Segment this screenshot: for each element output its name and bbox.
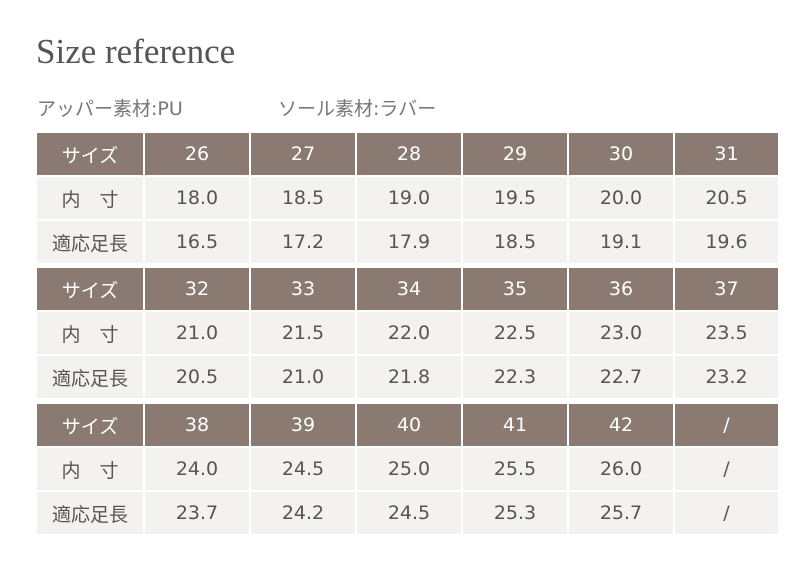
table-cell: 内 寸 [37, 177, 143, 219]
table-cell: 18.5 [251, 177, 355, 219]
header-cell: 30 [569, 133, 673, 175]
table-cell: 内 寸 [37, 448, 143, 490]
table-cell: 17.2 [251, 221, 355, 263]
header-cell: サイズ [37, 404, 143, 446]
table-cell: 24.5 [251, 448, 355, 490]
header-cell: 36 [569, 268, 673, 310]
header-cell: 33 [251, 268, 355, 310]
table-cell: 23.7 [145, 492, 249, 534]
table-cell: 22.3 [463, 356, 567, 398]
table-cell: 25.0 [357, 448, 461, 490]
table-cell: 適応足長 [37, 221, 143, 263]
table-cell: 19.1 [569, 221, 673, 263]
table-cell: 21.8 [357, 356, 461, 398]
header-cell: 27 [251, 133, 355, 175]
table-cell: 23.2 [675, 356, 778, 398]
table-cell: 21.0 [145, 312, 249, 354]
table-cell: 26.0 [569, 448, 673, 490]
table-cell: 17.9 [357, 221, 461, 263]
material: ソール素材:ラバー [278, 98, 437, 120]
table-cell: 25.7 [569, 492, 673, 534]
table-cell: 19.0 [357, 177, 461, 219]
header-cell: / [675, 404, 778, 446]
header-cell: 39 [251, 404, 355, 446]
header-cell: 41 [463, 404, 567, 446]
table-cell: 21.0 [251, 356, 355, 398]
table-cell: 20.0 [569, 177, 673, 219]
title: Size reference [36, 32, 236, 71]
table-cell: 22.5 [463, 312, 567, 354]
table-cell: 22.0 [357, 312, 461, 354]
table-cell: 19.5 [463, 177, 567, 219]
table-cell: 22.7 [569, 356, 673, 398]
table-cell: 24.2 [251, 492, 355, 534]
table-cell: 適応足長 [37, 356, 143, 398]
table-cell: 25.3 [463, 492, 567, 534]
table-cell: 19.6 [675, 221, 778, 263]
header-cell: 32 [145, 268, 249, 310]
table-cell: 23.5 [675, 312, 778, 354]
table-cell: 16.5 [145, 221, 249, 263]
table-cell: 24.5 [357, 492, 461, 534]
table-cell: 内 寸 [37, 312, 143, 354]
table-cell: 21.5 [251, 312, 355, 354]
material: アッパー素材:PU [37, 98, 183, 120]
header-cell: 28 [357, 133, 461, 175]
table-cell: 20.5 [145, 356, 249, 398]
table-cell: 24.0 [145, 448, 249, 490]
header-cell: 38 [145, 404, 249, 446]
header-cell: 37 [675, 268, 778, 310]
table-cell: 18.0 [145, 177, 249, 219]
header-cell: 34 [357, 268, 461, 310]
header-cell: 40 [357, 404, 461, 446]
header-cell: 31 [675, 133, 778, 175]
header-cell: 29 [463, 133, 567, 175]
table-cell: 適応足長 [37, 492, 143, 534]
header-cell: サイズ [37, 133, 143, 175]
header-cell: サイズ [37, 268, 143, 310]
table-cell: 20.5 [675, 177, 778, 219]
table-cell: 23.0 [569, 312, 673, 354]
table-cell: 18.5 [463, 221, 567, 263]
table-cell: / [675, 448, 778, 490]
header-cell: 35 [463, 268, 567, 310]
header-cell: 26 [145, 133, 249, 175]
table-cell: 25.5 [463, 448, 567, 490]
table-cell: / [675, 492, 778, 534]
header-cell: 42 [569, 404, 673, 446]
